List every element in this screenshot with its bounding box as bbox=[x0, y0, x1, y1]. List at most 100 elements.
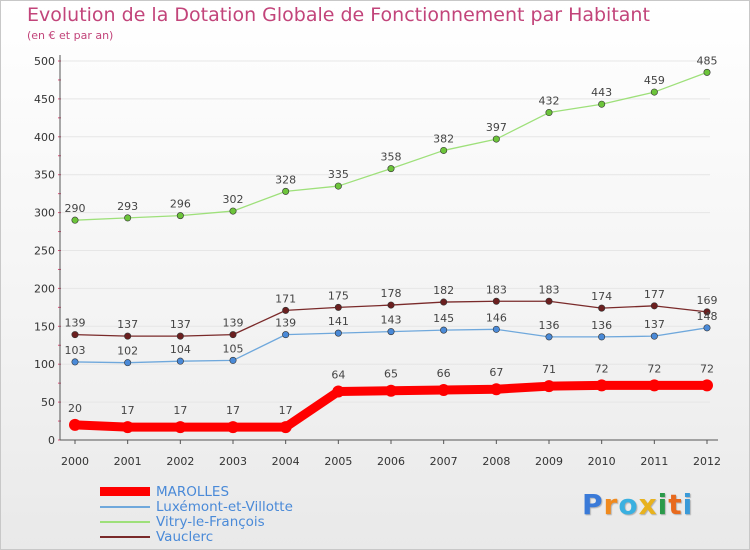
data-label-2-2012: 485 bbox=[697, 54, 718, 67]
x-tick-label-2009: 2009 bbox=[535, 455, 563, 468]
series-point-1-2002 bbox=[176, 357, 184, 365]
series-point-0-2008 bbox=[490, 383, 503, 396]
series-point-2-2008 bbox=[492, 135, 500, 143]
series-point-0-2010 bbox=[595, 379, 608, 392]
legend-item-marolles: MAROLLES bbox=[100, 483, 293, 500]
grid bbox=[60, 60, 710, 441]
data-label-2-2009: 432 bbox=[539, 95, 560, 108]
series-point-3-2005 bbox=[334, 303, 342, 311]
data-label-1-2001: 102 bbox=[117, 345, 138, 358]
y-tick-label-200: 200 bbox=[34, 282, 55, 295]
x-tick-label-2001: 2001 bbox=[114, 455, 142, 468]
x-tick-label-2011: 2011 bbox=[640, 455, 668, 468]
legend-item-vitry: Vitry-le-François bbox=[100, 514, 293, 530]
axes: 0 50 100 150 200 250 300 350 400 450 500 2000 2001 20… bbox=[34, 55, 721, 468]
data-label-1-2002: 104 bbox=[170, 343, 191, 356]
data-label-2-2005: 335 bbox=[328, 168, 349, 181]
series-point-1-2004 bbox=[282, 331, 290, 339]
series-point-3-2011 bbox=[650, 302, 658, 310]
logo-letter: o bbox=[618, 488, 639, 521]
series-point-1-2007 bbox=[440, 326, 448, 334]
data-label-0-2001: 17 bbox=[121, 404, 135, 417]
series-point-3-2010 bbox=[598, 304, 606, 312]
series-point-2-2012 bbox=[703, 68, 711, 76]
series-point-0-2009 bbox=[543, 380, 555, 393]
data-label-2-2008: 397 bbox=[486, 121, 507, 134]
series-point-1-2008 bbox=[492, 325, 500, 333]
data-label-3-2011: 177 bbox=[644, 288, 665, 301]
x-tick-label-2002: 2002 bbox=[166, 455, 194, 468]
series-point-0-2002 bbox=[174, 421, 187, 434]
data-label-0-2008: 67 bbox=[489, 366, 503, 379]
series-point-2-2007 bbox=[440, 146, 448, 154]
x-tick-label-2006: 2006 bbox=[377, 455, 405, 468]
series-point-1-2000 bbox=[71, 358, 79, 366]
series-point-2-2010 bbox=[598, 100, 606, 108]
data-label-3-2000: 139 bbox=[65, 317, 86, 330]
series-point-0-2011 bbox=[648, 379, 661, 392]
series-point-3-2003 bbox=[229, 331, 237, 339]
data-label-0-2002: 17 bbox=[173, 404, 187, 417]
data-label-2-2003: 302 bbox=[223, 193, 244, 206]
data-label-1-2009: 136 bbox=[539, 319, 560, 332]
series-point-3-2002 bbox=[176, 332, 184, 340]
x-tick-label-2005: 2005 bbox=[324, 455, 352, 468]
chart-title: Evolution de la Dotation Globale de Fonc… bbox=[27, 4, 650, 26]
data-label-2-2002: 296 bbox=[170, 198, 191, 211]
series-point-2-2005 bbox=[334, 182, 342, 190]
data-label-3-2005: 175 bbox=[328, 289, 349, 302]
data-label-3-2002: 137 bbox=[170, 318, 191, 331]
data-label-1-2006: 143 bbox=[381, 314, 402, 327]
series-point-2-2011 bbox=[650, 88, 658, 96]
data-label-2-2007: 382 bbox=[433, 132, 454, 145]
y-tick-label-250: 250 bbox=[34, 245, 55, 258]
series-point-0-2004 bbox=[279, 421, 292, 434]
data-label-2-2010: 443 bbox=[591, 86, 612, 99]
legend-swatch bbox=[100, 487, 150, 496]
x-tick-label-2004: 2004 bbox=[272, 455, 300, 468]
data-label-0-2006: 65 bbox=[384, 368, 398, 381]
legend-label: MAROLLES bbox=[156, 483, 230, 500]
logo-letter: r bbox=[603, 488, 619, 521]
data-label-3-2012: 169 bbox=[697, 294, 718, 307]
data-label-1-2005: 141 bbox=[328, 315, 349, 328]
data-label-3-2006: 178 bbox=[381, 287, 402, 300]
data-label-0-2000: 20 bbox=[68, 402, 82, 415]
data-labels: 20 17 17 17 17 64 65 66 67 71 72 72 72 103 102 104 105 13… bbox=[65, 54, 718, 417]
x-tick-label-2003: 2003 bbox=[219, 455, 247, 468]
series-point-0-2000 bbox=[69, 418, 81, 431]
data-label-0-2011: 72 bbox=[647, 362, 661, 375]
series-point-2-2001 bbox=[124, 214, 132, 222]
x-tick-label-2012: 2012 bbox=[693, 455, 721, 468]
series-point-2-2009 bbox=[545, 109, 553, 117]
data-label-2-2001: 293 bbox=[117, 200, 138, 213]
data-label-0-2012: 72 bbox=[700, 362, 714, 375]
y-tick-label-100: 100 bbox=[34, 358, 55, 371]
logo-letter: i bbox=[657, 488, 669, 521]
series-point-1-2011 bbox=[650, 332, 658, 340]
series-point-1-2012 bbox=[703, 324, 711, 332]
series-point-3-2007 bbox=[440, 298, 448, 306]
data-label-1-2007: 145 bbox=[433, 312, 454, 325]
series-point-0-2001 bbox=[121, 421, 134, 434]
data-label-0-2010: 72 bbox=[595, 362, 609, 375]
series-point-3-2000 bbox=[71, 331, 79, 339]
chart-subtitle: (en € et par an) bbox=[27, 29, 114, 42]
data-label-0-2009: 71 bbox=[542, 363, 556, 376]
data-label-3-2010: 174 bbox=[591, 290, 612, 303]
legend-swatch bbox=[100, 535, 150, 538]
legend-item-luxemont: Luxémont-et-Villotte bbox=[100, 499, 293, 515]
x-tick-label-2007: 2007 bbox=[430, 455, 458, 468]
series-point-1-2010 bbox=[598, 333, 606, 341]
data-label-3-2004: 171 bbox=[275, 292, 296, 305]
logo-letter: t bbox=[668, 488, 683, 521]
series-point-0-2007 bbox=[437, 383, 450, 396]
data-label-2-2000: 290 bbox=[65, 202, 86, 215]
y-tick-label-0: 0 bbox=[48, 434, 55, 447]
data-label-1-2008: 146 bbox=[486, 311, 507, 324]
legend-item-vauclerc: Vauclerc bbox=[100, 529, 293, 545]
y-tick-label-500: 500 bbox=[34, 55, 55, 68]
data-label-0-2004: 17 bbox=[279, 404, 293, 417]
data-label-3-2003: 139 bbox=[223, 317, 244, 330]
x-tick-label-2008: 2008 bbox=[482, 455, 510, 468]
